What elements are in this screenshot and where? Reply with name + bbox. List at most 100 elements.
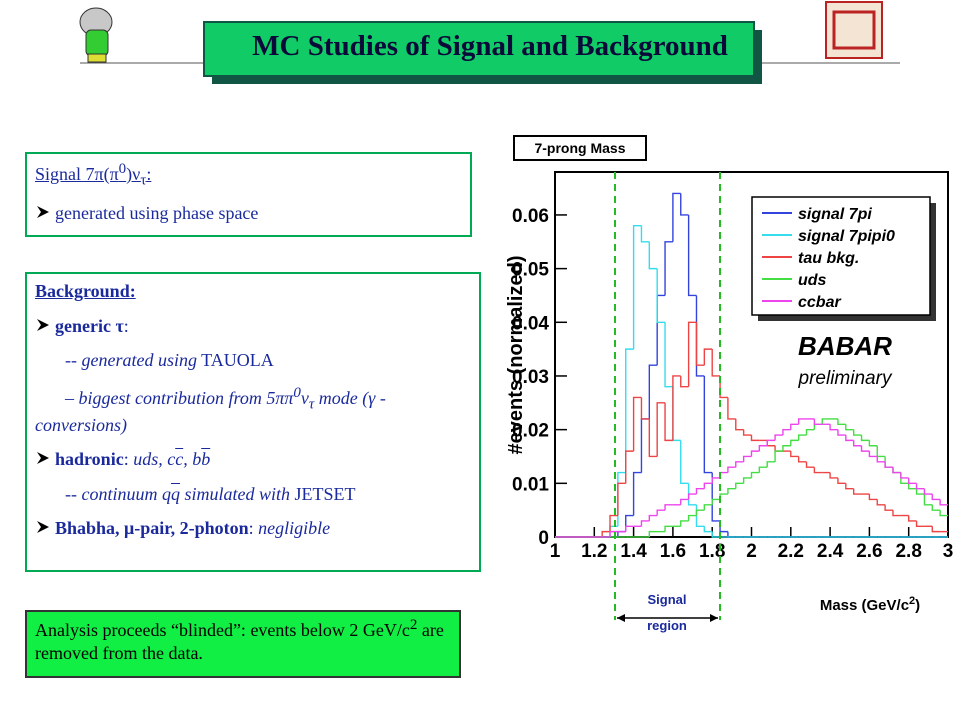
x-tick-label: 1 <box>550 541 561 562</box>
babar-logo <box>79 7 113 63</box>
t: )ν <box>126 164 141 184</box>
signal-region-label: Signal <box>647 592 686 607</box>
t: 2 <box>409 617 418 633</box>
x-tick-label: 1.4 <box>620 541 647 562</box>
histogram-bin <box>695 487 705 495</box>
t: : <box>123 315 129 336</box>
histogram-bin <box>845 435 854 442</box>
histogram-bin <box>625 348 634 473</box>
histogram-bin <box>632 471 642 516</box>
histogram-bin <box>908 483 917 490</box>
histogram-bin <box>829 472 838 479</box>
background-box: Background: generic τ: -- generated usin… <box>25 272 481 572</box>
histogram-bin <box>860 445 870 452</box>
histogram-bin <box>939 510 948 517</box>
histogram-bin <box>609 514 618 532</box>
histogram-bin <box>680 193 689 216</box>
y-tick-label: 0.05 <box>512 260 549 281</box>
histogram-bin <box>845 424 854 431</box>
histogram-bin <box>837 429 846 436</box>
bullet-icon <box>37 206 49 219</box>
histogram-bin <box>640 397 650 420</box>
y-tick-label: 0.03 <box>512 367 549 388</box>
histogram-bin <box>695 322 705 366</box>
y-axis-label: #events (normalized) <box>505 256 527 455</box>
x-tick-label: 1.2 <box>581 541 607 562</box>
histogram-bin <box>727 487 736 495</box>
y-tick-label: 0.06 <box>512 206 549 227</box>
x-tick-label: 2.8 <box>895 541 921 562</box>
histogram-bin <box>797 418 807 425</box>
histogram-bin <box>648 514 658 521</box>
histogram-bin <box>837 418 846 425</box>
histogram-bin <box>805 428 815 436</box>
histogram-bin <box>782 445 791 452</box>
histogram-bin <box>735 461 744 468</box>
histogram-bin <box>719 375 728 399</box>
bhabha-line: Bhabha, μ-pair, 2-photon: negligible <box>35 517 471 540</box>
histogram-bin <box>703 348 713 366</box>
histogram-bin <box>813 467 823 474</box>
histogram-bin <box>648 241 658 270</box>
histogram-bin <box>632 224 642 350</box>
t: hadronic <box>55 449 124 470</box>
histogram-bin <box>672 192 681 242</box>
legend-label: signal 7pi <box>798 206 872 223</box>
histogram-bin <box>900 472 909 479</box>
histogram-bin <box>923 494 933 506</box>
t: τ <box>140 172 147 189</box>
histogram-bin <box>758 466 768 473</box>
histogram-bin <box>687 483 697 506</box>
histogram-bin <box>782 428 791 436</box>
histogram-bin <box>664 504 673 511</box>
legend: signal 7pi signal 7pipi0 tau bkg. uds ccbar <box>762 206 895 311</box>
histogram-bin <box>750 471 760 478</box>
histogram-bin <box>758 445 768 452</box>
histogram-bin <box>703 504 713 511</box>
histogram-bin <box>868 451 878 458</box>
histogram-bin <box>711 531 721 538</box>
t: simulated with <box>180 483 291 504</box>
legend-label: tau bkg. <box>798 250 859 267</box>
histogram-bin <box>876 456 886 463</box>
histogram-bin <box>687 493 697 500</box>
tauola-line: -- generated using TAUOLA <box>35 349 471 372</box>
x-label-part: Mass (GeV/c <box>820 597 909 614</box>
histogram-bin <box>790 451 799 458</box>
histogram-bin <box>852 440 862 447</box>
histogram-bin <box>664 241 673 296</box>
histogram-bin <box>656 509 666 516</box>
histogram-bin <box>727 397 736 420</box>
histogram-bin <box>625 525 634 532</box>
analysis-box: Analysis proceeds “blinded”: events belo… <box>25 610 461 678</box>
histogram-bin <box>774 450 783 462</box>
histogram-bin <box>742 455 752 462</box>
histogram-bin <box>680 375 689 388</box>
generic-line: generic τ: <box>35 315 471 338</box>
histogram-bin <box>750 450 760 457</box>
t: generic τ <box>55 315 124 336</box>
experiment-label: BABAR <box>798 331 892 361</box>
histogram-bin <box>892 510 901 517</box>
signal-box: Signal 7π(π0)ντ: generated using phase s… <box>25 152 472 237</box>
t: ν <box>300 387 309 408</box>
histogram-bin <box>640 520 650 527</box>
histogram-bin <box>821 418 831 425</box>
y-tick-label: 0.04 <box>512 313 549 334</box>
histogram-bin <box>632 396 642 452</box>
plot: 1 1.2 1.4 1.6 1.8 2 2.2 2.4 2.6 2.8 3 0 0.01 0.02 0.03… <box>512 192 953 562</box>
legend-label: ccbar <box>798 294 841 311</box>
t: 0 <box>293 384 301 401</box>
histogram-bin <box>915 488 925 495</box>
x-tick-label: 2.4 <box>817 541 844 562</box>
status-label: preliminary <box>798 368 893 389</box>
histogram-bin <box>711 349 721 377</box>
t: Signal 7π(π <box>35 164 119 184</box>
histogram-bin <box>672 375 681 441</box>
t: Analysis proceeds “blinded”: events belo… <box>35 620 410 640</box>
histogram-bin <box>664 402 673 442</box>
y-tick-label: 0 <box>538 528 549 549</box>
t: : <box>123 449 134 470</box>
t: Bhabha, μ-pair, 2-photon <box>55 518 249 539</box>
